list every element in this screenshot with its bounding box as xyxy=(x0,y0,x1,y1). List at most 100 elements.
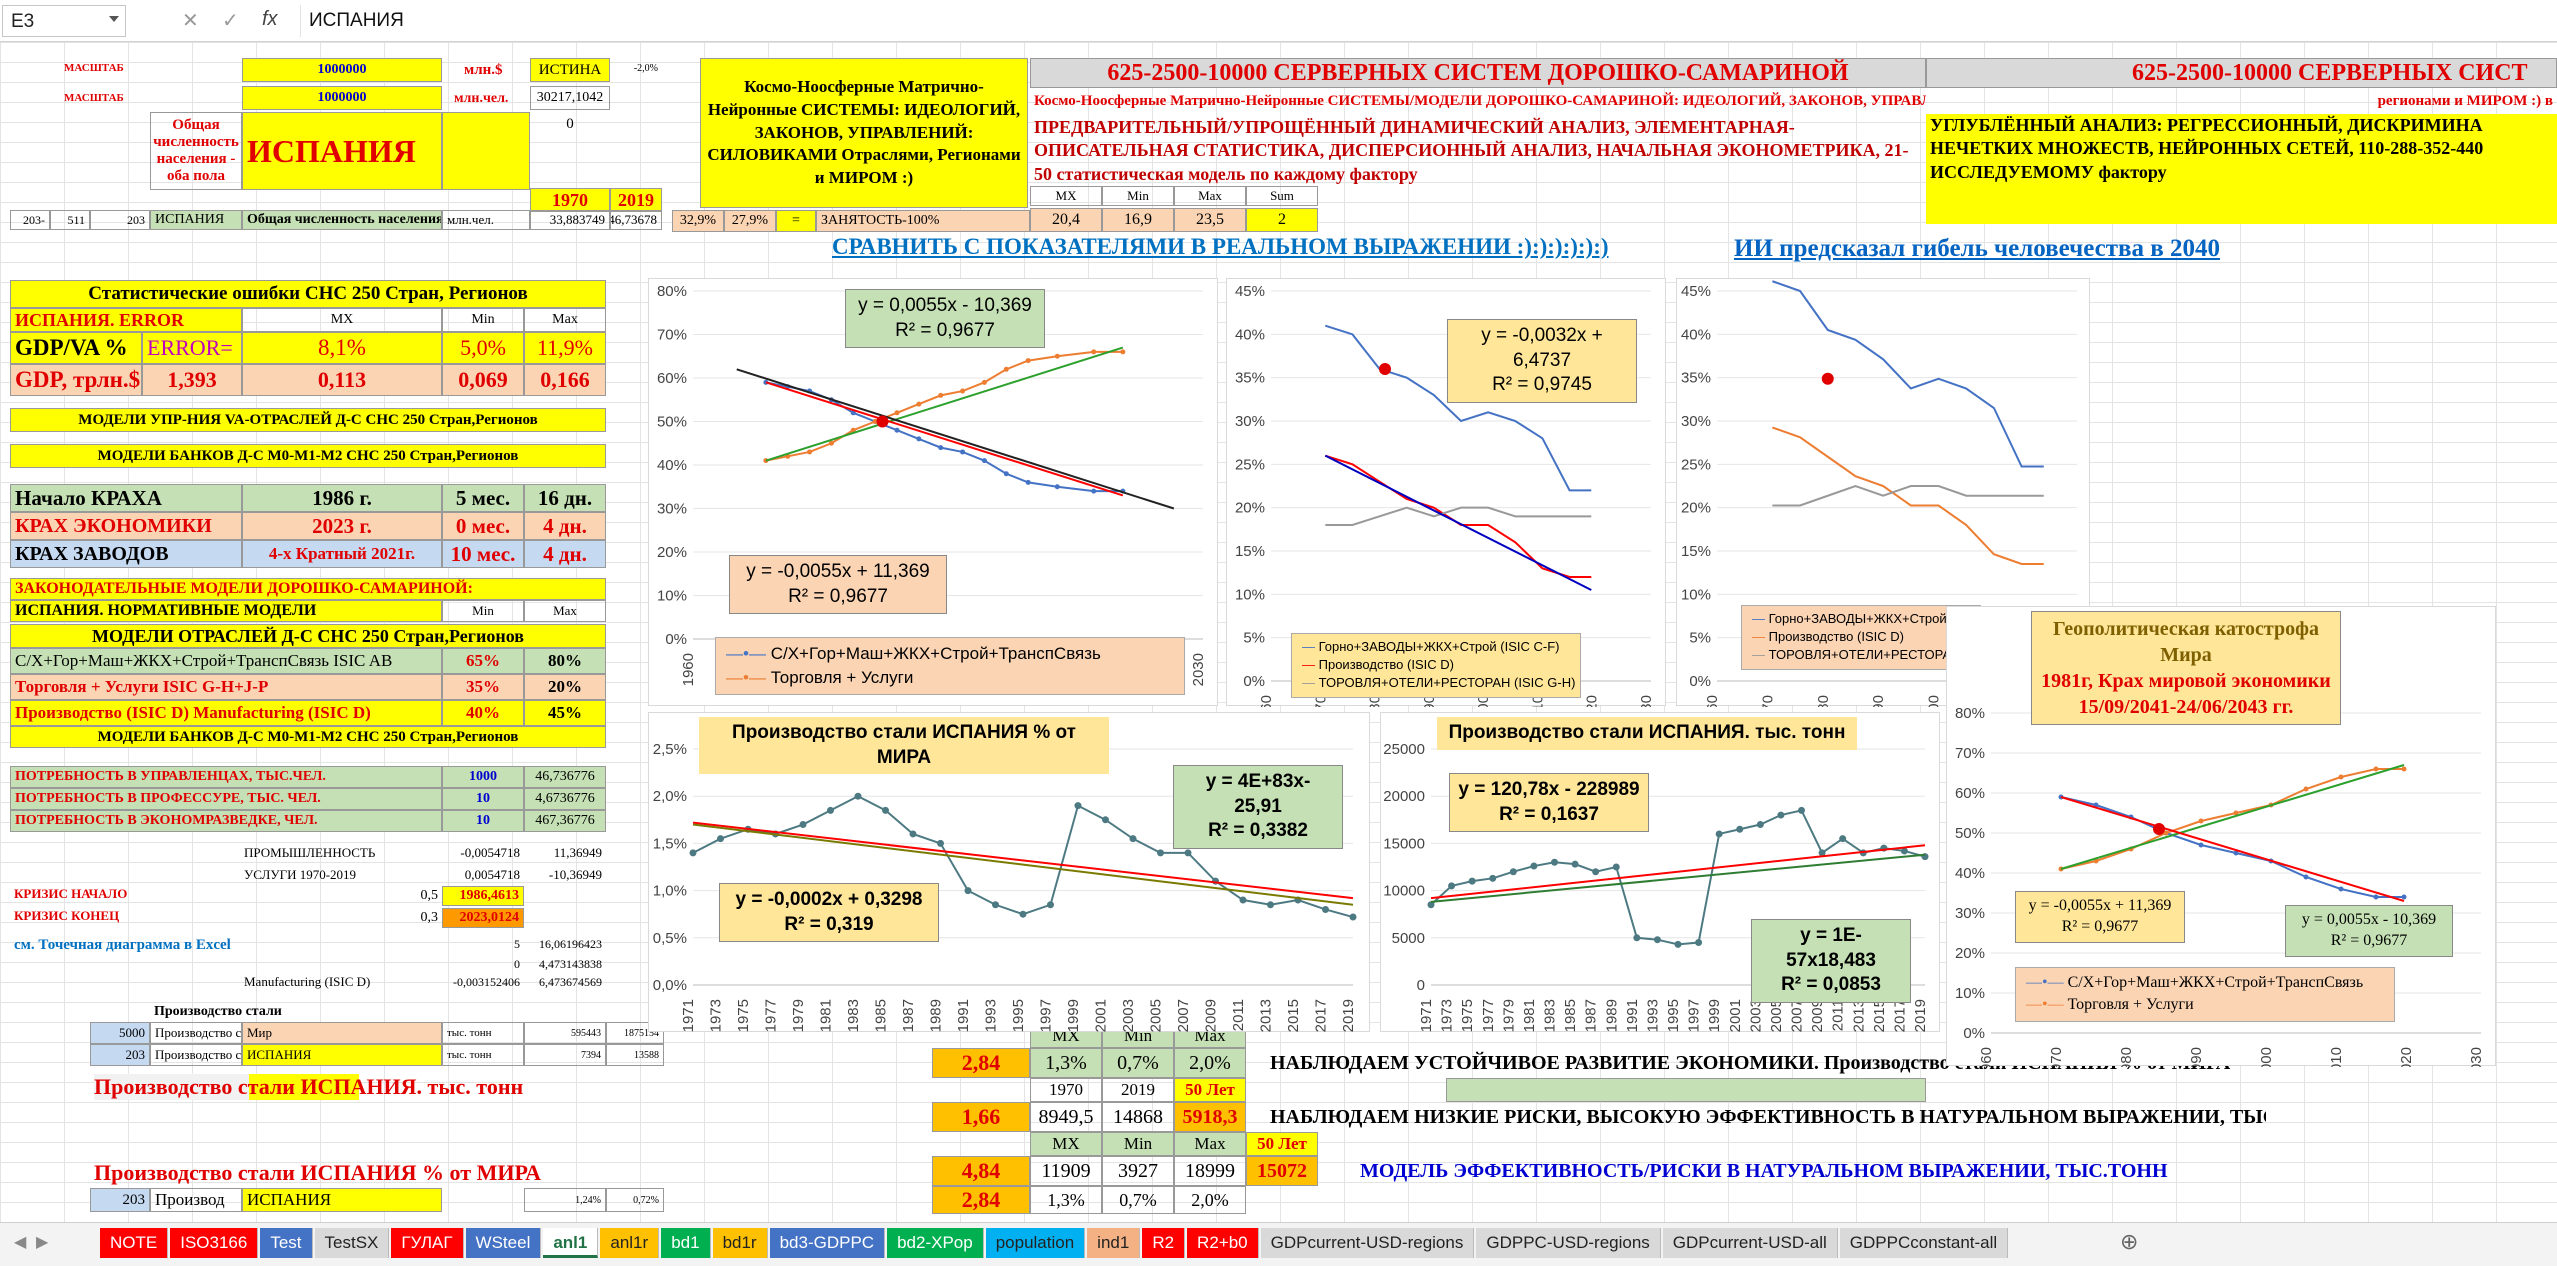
tab-bd2-xpop[interactable]: bd2-XPop xyxy=(887,1228,984,1258)
row-country[interactable]: ИСПАНИЯ xyxy=(150,210,242,230)
istina-cell[interactable]: ИСТИНА xyxy=(530,58,610,82)
scatter-c[interactable]: 0 xyxy=(514,956,520,971)
model-upr[interactable]: МОДЕЛИ УПР-НИЯ VA-ОТРАСЛЕЙ Д-С СНС 250 С… xyxy=(10,408,606,432)
error-label[interactable]: ERROR= xyxy=(142,332,242,364)
scatter-link[interactable]: см. Точечная диаграмма в Excel xyxy=(14,936,231,953)
row-code-3[interactable]: 203 xyxy=(90,210,150,230)
usl-label[interactable]: УСЛУГИ 1970-2019 xyxy=(244,867,357,882)
prom-b[interactable]: 11,36949 xyxy=(553,845,602,860)
crash-econ-months[interactable]: 0 мес. xyxy=(442,512,524,540)
crisis-start-label[interactable]: КРИЗИС НАЧАЛО xyxy=(14,886,128,901)
tab-wsteel[interactable]: WSteel xyxy=(465,1228,542,1258)
crisis-end-label[interactable]: КРИЗИС КОНЕЦ xyxy=(14,908,120,923)
tab-bd1r[interactable]: bd1r xyxy=(712,1228,768,1258)
gdpva-min[interactable]: 5,0% xyxy=(442,332,524,364)
bottom-r3-text[interactable]: МОДЕЛЬ ЭФФЕКТИВНОСТЬ/РИСКИ В НАТУРАЛЬНОМ… xyxy=(1360,1159,2168,1182)
name-box[interactable]: E3 xyxy=(2,5,126,37)
gdp-max[interactable]: 0,166 xyxy=(524,364,606,396)
worksheet-grid[interactable]: МАСШТАБ 1000000 млн.$ ИСТИНА -2,0% МАСШТ… xyxy=(0,42,2557,1222)
crash-econ-label[interactable]: КРАХ ЭКОНОМИКИ xyxy=(10,512,242,540)
banner-title-2[interactable]: 625-2500-10000 СЕРВЕРНЫХ СИСТ xyxy=(1926,58,2557,88)
steel-r1-v2[interactable]: 1875154 xyxy=(606,1022,664,1044)
sector-2-min[interactable]: 35% xyxy=(442,674,524,700)
crash-factory-label[interactable]: КРАХ ЗАВОДОВ xyxy=(10,540,242,568)
add-sheet-icon[interactable]: ⊕ xyxy=(2120,1229,2139,1254)
tab-note[interactable]: NOTE xyxy=(100,1228,169,1258)
tab-gdpcurrent-usd-all[interactable]: GDPcurrent-USD-all xyxy=(1662,1228,1838,1258)
bottom-r2-b[interactable]: 14868 xyxy=(1102,1102,1174,1132)
sector-3-max[interactable]: 45% xyxy=(524,700,606,726)
bottom-r2-k[interactable]: 1,66 xyxy=(932,1102,1030,1132)
tab-ind1[interactable]: ind1 xyxy=(1087,1228,1141,1258)
tab-population[interactable]: population xyxy=(985,1228,1086,1258)
banner-title[interactable]: 625-2500-10000 СЕРВЕРНЫХ СИСТЕМ ДОРОШКО-… xyxy=(1030,58,1926,88)
chart-industry-share[interactable]: 0%5%10%15%20%25%30%35%40%45%196019701980… xyxy=(1226,278,1666,728)
bottom-r4-max[interactable]: 2,0% xyxy=(1174,1186,1246,1214)
masshtab-value-2[interactable]: 1000000 xyxy=(242,86,442,110)
cosmo-box[interactable]: Космо-Ноосферные Матрично-Нейронные СИСТ… xyxy=(700,58,1028,208)
country-title[interactable]: ИСПАНИЯ xyxy=(242,112,442,190)
chart-steel-share[interactable]: 0,0% 0,5% 1,0% 1,5% 2,0% 2,5% 1971 1973 1975 1977… xyxy=(648,712,1370,1032)
usl-a[interactable]: 0,0054718 xyxy=(464,867,520,882)
manuf-a[interactable]: -0,003152406 xyxy=(453,974,520,989)
ai-link[interactable]: ИИ предсказал гибель человечества в 2040 xyxy=(1734,235,2220,262)
chart-sectors-share[interactable]: 0%10%20%30%40%50%60%70%80%19601970198019… xyxy=(648,278,1218,706)
steel-r2-code[interactable]: 203 xyxy=(90,1044,150,1066)
bottom-r3-c[interactable]: 18999 xyxy=(1174,1156,1246,1186)
need-intel[interactable]: ПОТРЕБНОСТЬ В ЭКОНОМРАЗВЕДКЕ, ЧЕЛ. xyxy=(10,810,442,832)
compare-link[interactable]: СРАВНИТЬ С ПОКАЗАТЕЛЯМИ В РЕАЛЬНОМ ВЫРАЖ… xyxy=(832,234,1609,259)
gdp-value[interactable]: 1,393 xyxy=(142,364,242,396)
chart-sectors-share-2[interactable]: 0% 10% 20% 30% 40% 50% 60% 70% 80% 1960 1970 1980 19… xyxy=(1946,606,2496,1080)
crash-econ-days[interactable]: 4 дн. xyxy=(524,512,606,540)
steel-r3-label[interactable]: Производ xyxy=(150,1188,242,1212)
prom-a[interactable]: -0,0054718 xyxy=(460,845,520,860)
bottom-r1-k[interactable]: 2,84 xyxy=(932,1048,1030,1078)
crash-factory-year[interactable]: 4-х Кратный 2021г. xyxy=(242,540,442,568)
bottom-r3-k[interactable]: 4,84 xyxy=(932,1156,1030,1186)
row-code-1[interactable]: 203- xyxy=(10,210,50,230)
steel-r3-country[interactable]: ИСПАНИЯ xyxy=(242,1188,442,1212)
row-pct-1[interactable]: 32,9% xyxy=(672,210,724,232)
gdpva-label[interactable]: GDP/VA % xyxy=(10,332,142,364)
crash-factory-days[interactable]: 4 дн. xyxy=(524,540,606,568)
function-icon[interactable]: fx xyxy=(262,8,278,30)
row-code-2[interactable]: 511 xyxy=(50,210,90,230)
bottom-r1-mx[interactable]: 1,3% xyxy=(1030,1048,1102,1078)
row-unit[interactable]: млн.чел. xyxy=(442,210,530,230)
crash-econ-year[interactable]: 2023 г. xyxy=(242,512,442,540)
steel-r2-country[interactable]: ИСПАНИЯ xyxy=(242,1044,442,1066)
tab-gdppcconstant-all[interactable]: GDPPCconstant-all xyxy=(1839,1228,2009,1258)
gdp-label[interactable]: GDP, трлн.$ xyxy=(10,364,142,396)
row-value-2[interactable]: 46,73678 xyxy=(610,210,662,230)
crisis-start-a[interactable]: 0,5 xyxy=(420,888,439,903)
model-bank-2[interactable]: МОДЕЛИ БАНКОВ Д-С М0-М1-М2 СНС 250 Стран… xyxy=(10,726,606,748)
need-professors[interactable]: ПОТРЕБНОСТЬ В ПРОФЕССУРЕ, ТЫС. ЧЕЛ. xyxy=(10,788,442,810)
crisis-end-a[interactable]: 0,3 xyxy=(420,910,439,925)
row-max[interactable]: 23,5 xyxy=(1174,208,1246,232)
bottom-r3-b[interactable]: 3927 xyxy=(1102,1156,1174,1186)
scroll-right-icon[interactable]: ▶ xyxy=(36,1234,49,1251)
sector-2-label[interactable]: Торговля + Услуги ISIC G-H+J-P xyxy=(10,674,442,700)
tab-test[interactable]: Test xyxy=(260,1228,313,1258)
crash-factory-months[interactable]: 10 мес. xyxy=(442,540,524,568)
bottom-r3-d[interactable]: 15072 xyxy=(1246,1156,1318,1186)
law-title-2[interactable]: ИСПАНИЯ. НОРМАТИВНЫЕ МОДЕЛИ xyxy=(10,600,442,622)
need-professors-a[interactable]: 10 xyxy=(442,788,524,810)
need-managers-a[interactable]: 1000 xyxy=(442,766,524,788)
bottom-r2-c[interactable]: 5918,3 xyxy=(1174,1102,1246,1132)
chevron-down-icon[interactable] xyxy=(109,16,119,22)
m2-number[interactable]: 30217,1042 xyxy=(530,86,610,110)
steel-r2-v1[interactable]: 7394 xyxy=(524,1044,606,1066)
scatter-d[interactable]: 4,473143838 xyxy=(539,956,602,971)
gdpva-mx[interactable]: 8,1% xyxy=(242,332,442,364)
cancel-icon[interactable]: ✕ xyxy=(182,10,199,32)
usl-b[interactable]: -10,36949 xyxy=(548,867,602,882)
need-intel-a[interactable]: 10 xyxy=(442,810,524,832)
bottom-y1[interactable]: 1970 xyxy=(1030,1078,1102,1102)
tab-r2+b0[interactable]: R2+b0 xyxy=(1187,1228,1259,1258)
chart-steel-kt[interactable]: 0 5000 10000 15000 20000 25000 1971 1973 1975 197… xyxy=(1380,712,1940,1032)
errors-country[interactable]: ИСПАНИЯ. ERROR xyxy=(10,308,242,332)
steel-r3-v1[interactable]: 1,24% xyxy=(524,1188,606,1212)
tab-гулаг[interactable]: ГУЛАГ xyxy=(391,1228,464,1258)
tab-gdpcurrent-usd-regions[interactable]: GDPcurrent-USD-regions xyxy=(1260,1228,1475,1258)
